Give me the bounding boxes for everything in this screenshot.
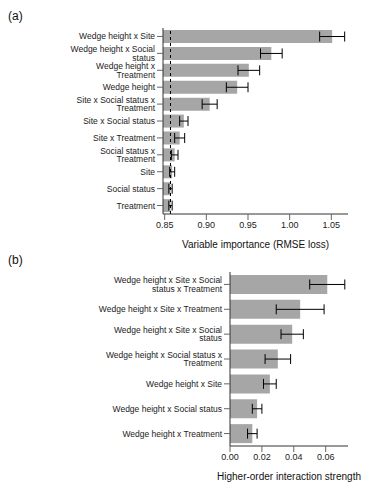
svg-text:Wedge height: Wedge height [103,82,156,92]
svg-text:Site x Social status xTreatmen: Site x Social status xTreatment [77,95,156,114]
svg-text:Wedge height x Site: Wedge height x Site [146,379,222,389]
svg-text:Wedge height x Socialstatus: Wedge height x Socialstatus [71,44,156,63]
svg-text:Treatment: Treatment [117,201,156,211]
svg-text:Wedge height x Site x Socialst: Wedge height x Site x Socialstatus [114,325,222,344]
svg-text:Wedge height x Treatment: Wedge height x Treatment [122,429,222,439]
svg-text:Wedge height x Site x Socialst: Wedge height x Site x Socialstatus x Tre… [114,275,223,294]
svg-text:0.85: 0.85 [156,220,174,230]
svg-text:Higher-order interaction stren: Higher-order interaction strength [217,471,361,482]
html-text:(b): (b) [8,253,23,267]
svg-text:Wedge height x Social status x: Wedge height x Social status xTreatment [106,350,223,369]
svg-text:Wedge height x Site: Wedge height x Site [79,31,155,41]
svg-text:0.95: 0.95 [239,220,257,230]
svg-text:Wedge height x Site x Treatmen: Wedge height x Site x Treatment [99,304,223,314]
svg-text:0.04: 0.04 [285,452,303,462]
svg-text:0.02: 0.02 [253,452,271,462]
svg-text:1.00: 1.00 [281,220,299,230]
html-text:(a): (a) [8,9,23,23]
svg-text:Site: Site [140,167,155,177]
svg-text:Wedge height x Social status: Wedge height x Social status [113,404,222,414]
svg-text:Site x Social status: Site x Social status [83,116,155,126]
svg-text:Social status xTreatment: Social status xTreatment [100,146,156,165]
svg-text:Social status: Social status [107,184,155,194]
svg-text:Wedge height xTreatment: Wedge height xTreatment [96,61,156,80]
svg-text:0.00: 0.00 [221,452,239,462]
svg-text:0.90: 0.90 [198,220,216,230]
svg-text:0.06: 0.06 [317,452,335,462]
svg-text:Site x Treatment: Site x Treatment [93,133,156,143]
svg-text:1.05: 1.05 [323,220,341,230]
svg-text:Variable importance (RMSE loss: Variable importance (RMSE loss) [182,239,329,250]
